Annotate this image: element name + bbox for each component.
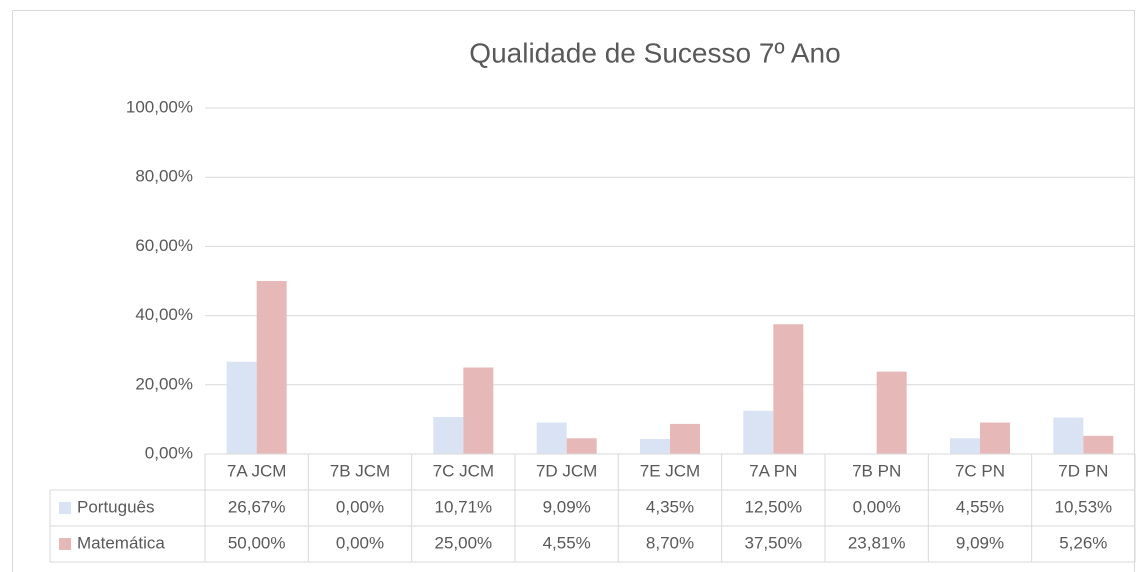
bar [536, 422, 567, 454]
bar [743, 410, 774, 454]
x-tick-label: 7A PN [749, 461, 797, 480]
table-cell: 10,53% [1054, 497, 1112, 516]
y-tick-label: 80,00% [135, 167, 193, 186]
table-cell: 4,55% [956, 497, 1004, 516]
x-tick-label: 7B JCM [330, 461, 390, 480]
table-cell: 9,09% [543, 497, 591, 516]
table-cell: 25,00% [434, 533, 492, 552]
bar [876, 371, 907, 454]
table-cell: 4,35% [646, 497, 694, 516]
chart-border [12, 10, 1135, 572]
x-tick-label: 7C JCM [433, 461, 494, 480]
y-tick-label: 0,00% [145, 443, 193, 462]
bar [773, 324, 804, 454]
table-cell: 26,67% [228, 497, 286, 516]
bar [640, 438, 670, 454]
table-cell: 4,55% [543, 533, 591, 552]
x-tick-label: 7C PN [955, 461, 1005, 480]
table-cell: 0,00% [336, 497, 384, 516]
table-cell: 0,00% [336, 533, 384, 552]
table-cell: 50,00% [228, 533, 286, 552]
bar [256, 281, 287, 454]
table-cell: 12,50% [744, 497, 802, 516]
x-tick-label: 7D JCM [536, 461, 597, 480]
y-tick-label: 100,00% [126, 97, 193, 116]
x-tick-label: 7E JCM [640, 461, 700, 480]
x-tick-label: 7B PN [852, 461, 901, 480]
y-tick-label: 60,00% [135, 236, 193, 255]
table-cell: 10,71% [434, 497, 492, 516]
y-tick-label: 20,00% [135, 374, 193, 393]
bar [566, 438, 597, 454]
table-cell: 37,50% [744, 533, 802, 552]
x-tick-label: 7A JCM [227, 461, 287, 480]
bar [226, 361, 257, 454]
bar [1083, 435, 1114, 454]
table-cell: 23,81% [848, 533, 906, 552]
bar [1053, 417, 1084, 454]
legend-label: Matemática [77, 533, 165, 552]
chart-title: Qualidade de Sucesso 7º Ano [469, 37, 840, 68]
legend-label: Português [77, 497, 155, 516]
table-cell: 5,26% [1059, 533, 1107, 552]
table-cell: 8,70% [646, 533, 694, 552]
bar [670, 423, 700, 454]
table-cell: 9,09% [956, 533, 1004, 552]
y-tick-label: 40,00% [135, 305, 193, 324]
bar [433, 416, 464, 454]
x-tick-label: 7D PN [1058, 461, 1108, 480]
bar [463, 367, 494, 454]
legend-key [59, 538, 71, 550]
bar [980, 422, 1010, 454]
bar [950, 438, 980, 454]
table-cell: 0,00% [853, 497, 901, 516]
legend-key [59, 502, 71, 514]
